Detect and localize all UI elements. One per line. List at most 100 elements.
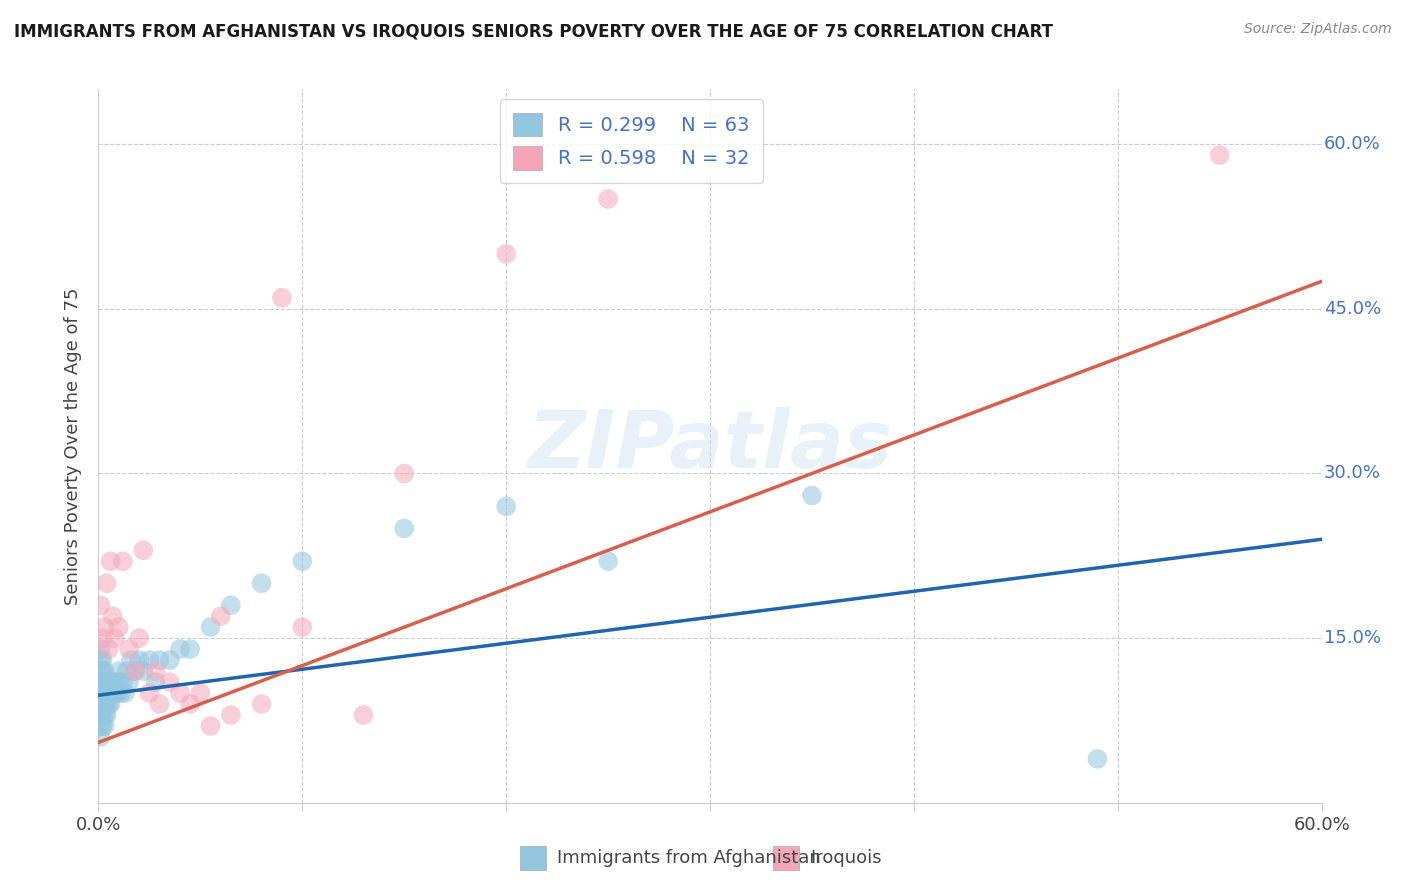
Point [96,675,118,690]
Point [392,521,416,535]
Text: 45.0%: 45.0% [1324,300,1381,318]
Point [97,642,120,657]
Point [104,675,127,690]
Point [291,554,314,568]
Point [200,719,222,733]
Legend: R = 0.299    N = 63, R = 0.598    N = 32: R = 0.299 N = 63, R = 0.598 N = 32 [499,99,763,184]
Point [145,664,167,678]
Point [91,653,114,667]
Text: 60.0%: 60.0% [1324,135,1381,153]
Point [115,664,138,678]
Point [132,664,155,678]
Point [97,686,120,700]
Point [188,686,212,700]
Point [91,675,114,690]
Point [108,675,131,690]
Point [1085,752,1108,766]
Point [179,642,201,657]
Point [100,675,122,690]
Point [93,708,115,723]
Point [105,686,128,700]
Point [97,675,120,690]
Point [138,686,160,700]
Point [124,664,146,678]
Point [124,664,146,678]
Point [108,620,131,634]
Point [495,500,517,514]
Point [598,192,620,206]
Point [219,598,242,612]
Point [100,686,122,700]
Point [250,576,273,591]
Point [91,631,114,645]
Point [89,664,111,678]
Point [93,719,115,733]
Point [108,664,131,678]
Point [291,620,314,634]
Point [93,664,115,678]
Point [159,675,181,690]
Point [132,543,155,558]
Text: ZIPatlas: ZIPatlas [527,407,893,485]
Point [111,675,134,690]
Point [1209,148,1232,162]
Point [91,686,114,700]
Text: Source: ZipAtlas.com: Source: ZipAtlas.com [1244,22,1392,37]
Point [104,686,127,700]
Point [91,708,114,723]
Point [128,631,150,645]
Point [96,708,118,723]
Text: Immigrants from Afghanistan: Immigrants from Afghanistan [557,848,821,867]
Point [97,697,120,711]
Point [128,653,150,667]
Y-axis label: Seniors Poverty Over the Age of 75: Seniors Poverty Over the Age of 75 [65,287,83,605]
Point [495,247,517,261]
Point [598,554,620,568]
Point [250,697,273,711]
Point [89,653,111,667]
Point [145,675,167,690]
Text: Iroquois: Iroquois [810,848,882,867]
Point [89,675,111,690]
Point [169,642,191,657]
Point [91,697,114,711]
Point [138,653,160,667]
Point [179,697,201,711]
Point [118,642,141,657]
Point [100,697,122,711]
Point [100,554,122,568]
Point [93,675,115,690]
Text: 15.0%: 15.0% [1324,629,1381,647]
Point [159,653,181,667]
Text: 30.0%: 30.0% [1324,465,1381,483]
Point [352,708,374,723]
Point [93,620,115,634]
Point [93,686,115,700]
Point [96,697,118,711]
Point [801,488,824,502]
Point [89,642,111,657]
Point [169,686,191,700]
Point [114,686,136,700]
Point [101,609,124,624]
Point [89,697,111,711]
Point [149,697,172,711]
Point [89,719,111,733]
Point [270,291,294,305]
Point [101,686,124,700]
Point [200,620,222,634]
Point [89,730,111,744]
Point [111,554,134,568]
Point [392,467,416,481]
Point [91,664,114,678]
Point [96,576,118,591]
Text: IMMIGRANTS FROM AFGHANISTAN VS IROQUOIS SENIORS POVERTY OVER THE AGE OF 75 CORRE: IMMIGRANTS FROM AFGHANISTAN VS IROQUOIS … [14,22,1053,40]
Point [209,609,232,624]
Point [101,675,124,690]
Point [219,708,242,723]
Point [89,598,111,612]
Point [110,686,132,700]
Point [104,631,127,645]
Point [120,653,142,667]
Point [89,686,111,700]
